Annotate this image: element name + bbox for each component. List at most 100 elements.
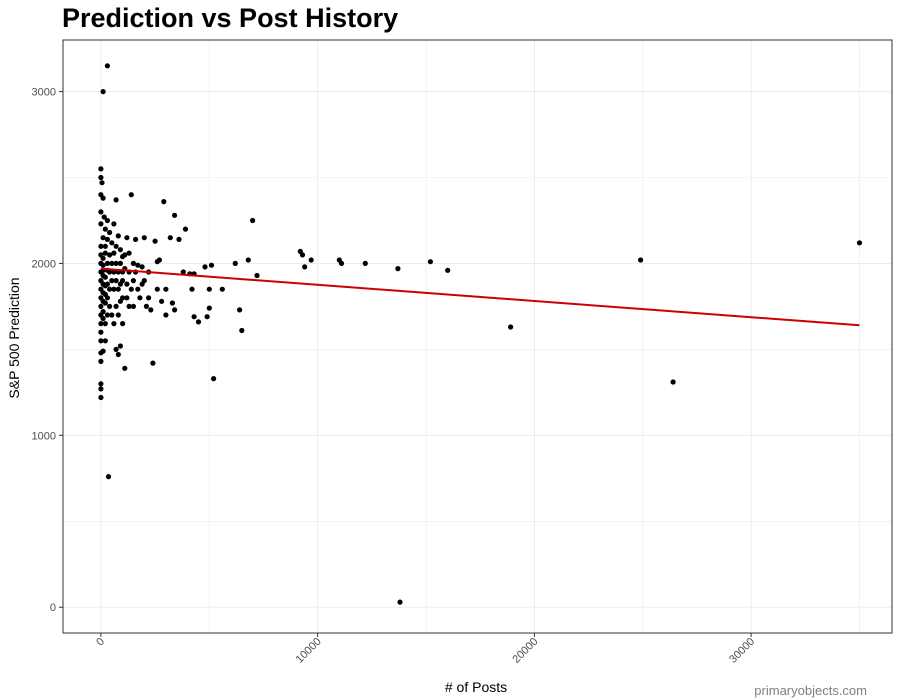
data-point [113,303,119,309]
data-point [395,266,401,272]
data-point [237,307,243,313]
y-tick-label: 3000 [32,87,56,99]
data-point [195,319,202,325]
data-point [107,252,113,258]
data-point [113,243,119,249]
x-tick-label: 0 [94,636,107,649]
data-point [102,338,108,344]
data-point [245,257,251,263]
data-point [107,229,113,236]
data-point [113,197,119,203]
data-point [100,315,106,322]
data-point [102,250,108,256]
data-point [338,260,345,266]
data-point [102,226,108,232]
trend-line [100,267,860,327]
data-point [115,286,121,292]
data-point [133,236,139,242]
data-point [154,286,160,292]
plot-panel-border [62,39,893,634]
data-point [111,321,117,327]
data-point [98,338,104,344]
data-point [107,269,113,275]
data-point [126,250,132,256]
data-point [113,260,119,266]
x-axis-title: # of Posts [445,679,507,695]
data-point [115,233,121,239]
data-point [98,381,104,387]
y-axis-ticks: 0 1000 2000 3000 [32,87,63,614]
data-point [146,295,152,301]
data-point [100,255,106,261]
data-point [98,243,104,249]
data-point [117,247,123,253]
data-point [111,221,117,227]
data-points [98,63,863,605]
data-point [98,166,104,172]
data-point [141,278,147,284]
data-point [113,278,119,284]
data-point [109,278,115,284]
data-point [169,300,175,306]
data-point [172,307,178,313]
data-point [117,343,123,349]
data-point [109,260,115,266]
x-tick-label: 20000 [510,636,540,666]
data-point [445,267,451,273]
data-point [113,346,119,352]
data-point [137,295,143,301]
data-point [100,348,106,354]
data-point [167,235,173,241]
data-point [508,324,514,330]
data-point [128,192,134,198]
data-point [120,321,126,327]
data-point [202,264,208,270]
y-tick-label: 0 [50,602,56,614]
data-point [148,307,154,313]
y-tick-label: 1000 [32,430,56,442]
data-point [139,264,145,270]
data-point [124,235,130,241]
data-point [104,260,110,266]
data-point [111,269,117,275]
data-point [104,236,110,242]
data-point [204,314,210,320]
data-point [124,295,130,301]
data-point [104,63,110,69]
data-point [120,278,126,284]
data-point [135,262,141,268]
data-point [141,235,147,241]
data-point [100,309,106,315]
data-point [98,321,104,327]
data-point [128,286,134,292]
data-point [100,89,106,95]
data-point [117,260,123,266]
data-point [130,303,136,309]
watermark: primaryobjects.com [754,683,867,698]
data-point [254,272,260,279]
data-point [163,312,169,318]
data-point [102,300,108,306]
data-point [98,329,104,335]
grid-lines [63,40,892,633]
x-tick-label: 10000 [294,636,324,666]
x-tick-label: 30000 [727,636,757,666]
data-point [206,286,212,292]
data-point [101,214,107,220]
data-point [427,259,433,265]
data-point [308,257,314,263]
data-point [102,243,108,249]
data-point [120,295,126,301]
data-point [115,312,121,318]
data-point [98,394,104,401]
data-point [232,260,238,266]
data-point [159,298,165,304]
data-point [104,295,110,301]
data-point [250,217,256,224]
data-point [362,260,368,266]
data-point [124,281,130,287]
data-point [130,260,136,266]
data-point [109,312,115,318]
data-point [211,376,217,382]
data-point [99,180,105,186]
